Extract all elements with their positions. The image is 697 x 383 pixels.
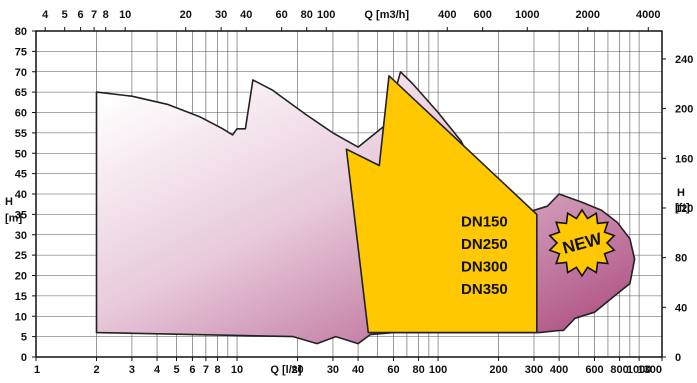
y2-tick-label: 80 [675,253,687,265]
y-tick-label: 70 [15,67,27,79]
x-tick-label: 8 [214,364,220,376]
x-tick-label: 60 [387,364,399,376]
y-tick-label: 30 [15,230,27,242]
x2-tick-label: 1000 [515,9,539,21]
chart-labels: H [m] H [ft] Q [l/s] Q [m3/h] DN150 DN250 DN300 D… [5,9,690,376]
y-tick-label: 65 [15,87,27,99]
x-tick-label: 400 [550,364,568,376]
y2-tick-label: 0 [675,352,681,364]
y-tick-label: 10 [15,311,27,323]
model-label-dn250: DN250 [461,236,508,253]
x2-tick-label: 40 [240,9,252,21]
x2-tick-label: 6 [78,9,84,21]
x-tick-label: 1000 [627,364,651,376]
x-tick-label: 1 [34,364,40,376]
x-tick-label: 5 [173,364,179,376]
x2-tick-label: 400 [438,9,456,21]
x-tick-label: 6 [189,364,195,376]
y2-tick-label: 120 [675,203,693,215]
y-tick-label: 40 [15,189,27,201]
y-tick-label: 35 [15,209,27,221]
x2-tick-label: 4000 [636,9,660,21]
y-tick-label: 25 [15,250,27,262]
y2-axis-unit: [ft] [675,202,690,214]
x2-tick-label: 2000 [576,9,600,21]
x-tick-label: 40 [352,364,364,376]
x2-tick-label: 600 [473,9,491,21]
y-tick-label: 20 [15,271,27,283]
x2-tick-label: 100 [317,9,335,21]
x2-tick-label: 20 [180,9,192,21]
y-tick-label: 0 [21,352,27,364]
x-tick-label: 10 [231,364,243,376]
new-badge-star [548,208,616,278]
x2-tick-label: 80 [301,9,313,21]
y-tick-label: 80 [15,26,27,38]
x-tick-label: 200 [489,364,507,376]
x-tick-label: 4 [154,364,161,376]
x2-tick-label: 5 [62,9,68,21]
x-axis-label: Q [l/s] [270,364,302,376]
y-tick-label: 75 [15,46,27,58]
y-tick-label: 5 [21,332,27,344]
y2-tick-label: 240 [675,54,693,66]
chart-ticks: 0510152025303540455055606570758004080120… [15,9,694,376]
x-tick-label: 3 [129,364,135,376]
y-tick-label: 15 [15,291,27,303]
y2-tick-label: 200 [675,104,693,116]
x2-tick-label: 30 [215,9,227,21]
y2-tick-label: 40 [675,302,687,314]
x2-tick-label: 10 [119,9,131,21]
x2-tick-label: 60 [276,9,288,21]
x-tick-label: 20 [291,364,303,376]
x-tick-label: 1300 [638,364,662,376]
x-tick-label: 7 [203,364,209,376]
series-area-2 [345,75,538,334]
x-tick-label: 600 [585,364,603,376]
x2-tick-label: 4 [42,9,49,21]
model-label-dn150: DN150 [461,214,508,231]
x-tick-label: 80 [412,364,424,376]
x-tick-label: 30 [327,364,339,376]
x-tick-label: 100 [429,364,447,376]
y-axis-label: H [5,196,13,208]
x2-axis-label: Q [m3/h] [364,9,409,21]
x-tick-label: 2 [93,364,99,376]
chart-series [95,71,636,345]
y-axis-unit: [m] [5,212,22,224]
x2-tick-label: 7 [91,9,97,21]
y-tick-label: 60 [15,108,27,120]
y-tick-label: 45 [15,169,27,181]
model-label-dn300: DN300 [461,258,508,275]
x2-tick-label: 8 [103,9,109,21]
x-tick-label: 800 [610,364,628,376]
y-tick-label: 50 [15,148,27,160]
x-tick-label: 300 [525,364,543,376]
model-label-dn350: DN350 [461,281,508,298]
y2-tick-label: 160 [675,153,693,165]
y-tick-label: 55 [15,128,27,140]
y2-axis-label: H [677,187,685,199]
